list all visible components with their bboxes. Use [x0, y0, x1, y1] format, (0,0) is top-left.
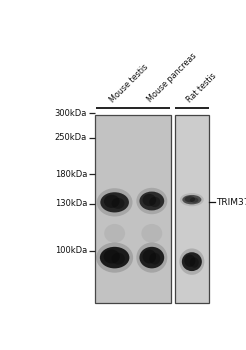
Text: 250kDa: 250kDa: [55, 133, 87, 142]
Bar: [158, 115, 165, 303]
Ellipse shape: [184, 254, 195, 267]
Bar: [101, 115, 107, 303]
Ellipse shape: [97, 188, 133, 217]
Bar: [139, 115, 145, 303]
Ellipse shape: [141, 224, 162, 243]
Bar: [145, 115, 152, 303]
Ellipse shape: [182, 195, 201, 204]
Text: Rat testis: Rat testis: [185, 71, 218, 104]
Ellipse shape: [179, 248, 204, 275]
Ellipse shape: [142, 250, 156, 264]
Bar: [114, 115, 120, 303]
Ellipse shape: [111, 253, 125, 265]
Ellipse shape: [136, 188, 167, 214]
Bar: [120, 115, 126, 303]
Ellipse shape: [149, 197, 160, 207]
Bar: [95, 115, 171, 303]
Ellipse shape: [139, 191, 164, 210]
Text: TRIM37: TRIM37: [216, 198, 246, 207]
Bar: [126, 115, 133, 303]
Bar: [133, 115, 139, 303]
Bar: [95, 115, 101, 303]
Bar: [158, 115, 165, 303]
Ellipse shape: [104, 224, 125, 243]
Ellipse shape: [149, 253, 160, 265]
Bar: [152, 115, 158, 303]
Bar: [120, 115, 126, 303]
Bar: [126, 115, 133, 303]
Bar: [165, 115, 171, 303]
Ellipse shape: [190, 197, 199, 203]
Bar: [152, 115, 158, 303]
Bar: [133, 115, 139, 303]
Ellipse shape: [104, 250, 120, 264]
Ellipse shape: [96, 243, 133, 273]
Ellipse shape: [139, 247, 164, 268]
Ellipse shape: [136, 243, 167, 273]
Text: 100kDa: 100kDa: [55, 246, 87, 256]
Ellipse shape: [100, 192, 129, 212]
Bar: [114, 115, 120, 303]
Ellipse shape: [104, 195, 120, 208]
Bar: [107, 115, 114, 303]
Text: 180kDa: 180kDa: [55, 169, 87, 178]
Bar: [95, 115, 101, 303]
Ellipse shape: [182, 252, 202, 271]
Ellipse shape: [190, 257, 199, 268]
Text: Mouse pancreas: Mouse pancreas: [145, 51, 198, 104]
Text: Mouse testis: Mouse testis: [108, 62, 150, 104]
Ellipse shape: [100, 247, 129, 268]
Text: 130kDa: 130kDa: [55, 199, 87, 208]
Ellipse shape: [180, 193, 204, 206]
Bar: [107, 115, 114, 303]
Bar: [139, 115, 145, 303]
Bar: [145, 115, 152, 303]
Bar: [101, 115, 107, 303]
Ellipse shape: [142, 194, 156, 206]
Ellipse shape: [112, 198, 124, 209]
Text: 300kDa: 300kDa: [55, 109, 87, 118]
Bar: [165, 115, 171, 303]
Ellipse shape: [185, 196, 195, 202]
Bar: [175, 115, 209, 303]
